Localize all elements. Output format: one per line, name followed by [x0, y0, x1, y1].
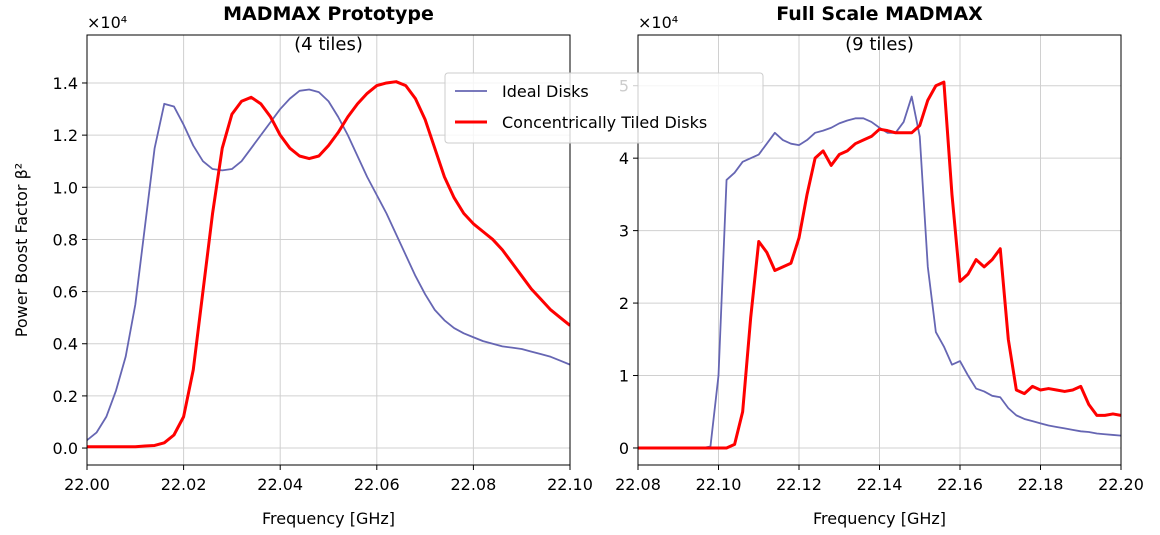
data-line — [87, 80, 570, 449]
y-tick-label: 0.2 — [53, 387, 78, 406]
x-tick-label: 22.00 — [64, 475, 110, 494]
y-tick-label: 0.8 — [53, 230, 78, 249]
data-line — [638, 80, 1121, 450]
x-tick-label: 22.04 — [257, 475, 303, 494]
y-tick-label: 0.0 — [53, 439, 78, 458]
legend-label: Ideal Disks — [502, 82, 589, 101]
y-tick-label: 4 — [619, 149, 629, 168]
y-tick-label: 1 — [619, 367, 629, 386]
plot-lines — [638, 80, 1121, 450]
plot-frame — [637, 34, 1122, 466]
axis-multiplier: ×10⁴ — [87, 13, 127, 32]
chart-subtitle: (9 tiles) — [845, 34, 914, 55]
y-tick-label: 1.4 — [53, 74, 78, 93]
x-tick-label: 22.08 — [615, 475, 661, 494]
x-tick-label: 22.12 — [776, 475, 822, 494]
plot-lines — [87, 80, 570, 449]
x-tick-label: 22.16 — [937, 475, 983, 494]
y-tick-label: 0.6 — [53, 283, 78, 302]
x-tick-label: 22.10 — [547, 475, 593, 494]
y-axis-label: Power Boost Factor β² — [12, 163, 31, 337]
chart-subtitle: (4 tiles) — [294, 34, 363, 55]
x-tick-label: 22.18 — [1018, 475, 1064, 494]
x-tick-label: 22.06 — [354, 475, 400, 494]
chart-title: Full Scale MADMAX — [776, 3, 983, 25]
x-tick-label: 22.08 — [450, 475, 496, 494]
y-tick-label: 3 — [619, 222, 629, 241]
x-tick-label: 22.14 — [857, 475, 903, 494]
legend-box — [444, 72, 764, 144]
x-tick-label: 22.20 — [1098, 475, 1144, 494]
plot-frame — [86, 34, 571, 466]
axis-multiplier: ×10⁴ — [638, 13, 678, 32]
x-axis-label: Frequency [GHz] — [262, 509, 395, 528]
y-tick-label: 0 — [619, 439, 629, 458]
y-tick-label: 1.2 — [53, 126, 78, 145]
y-tick-label: 0.4 — [53, 335, 78, 354]
chart-title: MADMAX Prototype — [223, 3, 434, 25]
y-tick-label: 1.0 — [53, 178, 78, 197]
y-tick-label: 2 — [619, 294, 629, 313]
x-tick-label: 22.10 — [696, 475, 742, 494]
x-axis-label: Frequency [GHz] — [813, 509, 946, 528]
legend-label: Concentrically Tiled Disks — [502, 113, 707, 132]
x-tick-label: 22.02 — [161, 475, 207, 494]
data-line — [87, 88, 570, 441]
